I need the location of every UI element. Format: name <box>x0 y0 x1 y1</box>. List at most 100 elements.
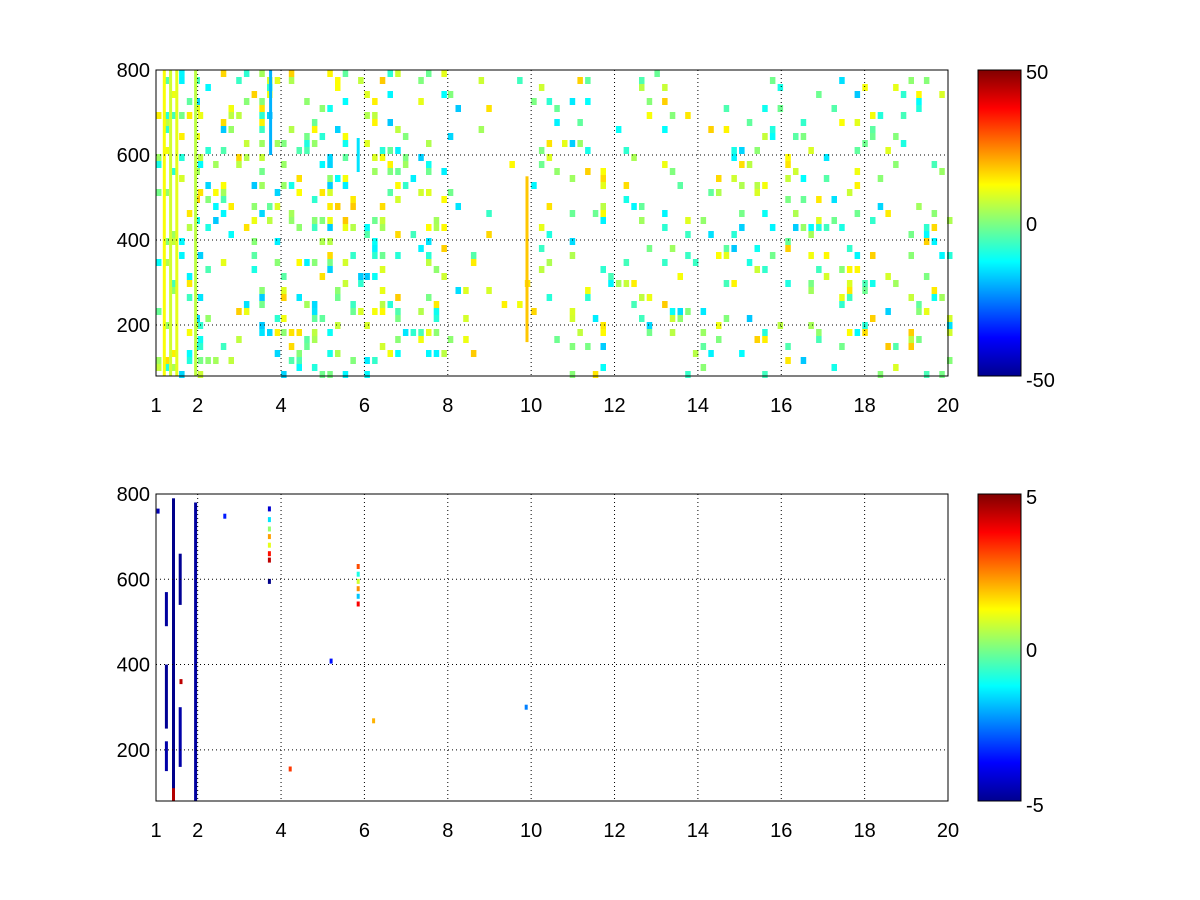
heatmap-cell <box>777 84 784 91</box>
heatmap-cell <box>723 252 730 259</box>
heatmap-cell <box>342 280 349 287</box>
heatmap-cell <box>723 280 730 287</box>
heatmap-cell <box>746 315 753 322</box>
heatmap-cell <box>179 154 185 161</box>
heatmap-cell <box>870 315 876 322</box>
heatmap-cell <box>426 70 432 77</box>
heatmap-cell <box>538 245 545 252</box>
heatmap-cell <box>600 175 606 182</box>
heatmap-cell <box>304 301 310 308</box>
heatmap-mark <box>356 571 360 577</box>
heatmap-cell <box>319 161 326 168</box>
heatmap-cell <box>731 147 737 154</box>
heatmap-cell <box>754 189 760 196</box>
heatmap-cell <box>846 329 853 336</box>
heatmap-cell <box>274 259 281 266</box>
heatmap-cell <box>335 203 341 210</box>
heatmap-cell <box>179 133 185 140</box>
heatmap-cell <box>808 322 814 329</box>
heatmap-cell <box>402 329 409 336</box>
heatmap-cell <box>623 280 630 287</box>
heatmap-cell <box>662 259 668 266</box>
x-tick-label: 2 <box>192 820 203 842</box>
heatmap-cell <box>319 315 326 322</box>
heatmap-cell <box>274 350 281 357</box>
heatmap-cell <box>470 350 477 357</box>
heatmap-cell <box>754 147 760 154</box>
heatmap-cell <box>908 329 914 336</box>
heatmap-cell <box>156 189 162 196</box>
heatmap-cell <box>615 126 622 133</box>
heatmap-cell <box>433 329 440 336</box>
heatmap-cell <box>296 259 302 266</box>
heatmap-cell <box>793 133 799 140</box>
heatmap-cell <box>243 70 250 77</box>
heatmap-cell <box>893 133 899 140</box>
heatmap-top-cells <box>156 70 953 378</box>
heatmap-cell <box>296 147 302 154</box>
x-tick-label: 8 <box>442 395 453 417</box>
heatmap-cell <box>546 231 553 238</box>
heatmap-cell <box>350 203 356 210</box>
heatmap-cell <box>259 329 265 336</box>
heatmap-cell <box>395 294 401 301</box>
heatmap-top-y-tick-labels: 200 400 600 800 <box>117 60 150 337</box>
heatmap-cell <box>623 196 630 203</box>
heatmap-cell <box>194 196 200 203</box>
heatmap-cell <box>319 217 326 224</box>
heatmap-bottom-y-tick-labels: 200 400 600 800 <box>117 484 150 762</box>
heatmap-cell <box>569 140 576 147</box>
heatmap-cell <box>947 357 953 364</box>
heatmap-mark <box>267 526 271 532</box>
heatmap-cell <box>171 287 177 294</box>
heatmap-cell <box>364 273 370 280</box>
heatmap-cell <box>517 301 523 308</box>
heatmap-cell <box>220 119 227 126</box>
heatmap-cell <box>455 287 461 294</box>
heatmap-cell <box>179 70 185 77</box>
heatmap-cell <box>816 196 822 203</box>
heatmap-cell <box>486 287 492 294</box>
heatmap-cell <box>746 119 753 126</box>
heatmap-cell <box>538 161 545 168</box>
heatmap-cell <box>662 210 668 217</box>
heatmap-cell <box>205 357 211 364</box>
heatmap-cell <box>592 210 599 217</box>
heatmap-cell <box>739 210 745 217</box>
heatmap-cell <box>395 252 401 259</box>
heatmap-cell <box>194 168 200 175</box>
heatmap-cell <box>517 77 523 84</box>
heatmap-cell <box>908 336 914 343</box>
heatmap-cell <box>274 329 281 336</box>
x-tick-label: 10 <box>520 395 542 417</box>
heatmap-cell <box>395 336 401 343</box>
heatmap-mark <box>267 578 271 584</box>
heatmap-cell <box>311 364 318 371</box>
heatmap-mark <box>156 508 160 514</box>
heatmap-cell <box>395 315 401 322</box>
heatmap-cell <box>546 98 553 105</box>
heatmap-cell <box>327 161 333 168</box>
heatmap-cell <box>708 350 714 357</box>
heatmap-cell <box>197 161 204 168</box>
heatmap-cell <box>685 252 691 259</box>
heatmap-cell <box>762 210 768 217</box>
heatmap-cell <box>785 154 791 161</box>
heatmap-cell <box>854 182 861 189</box>
heatmap-cell <box>669 168 676 175</box>
heatmap-cell <box>350 301 356 308</box>
heatmap-cell <box>754 266 760 273</box>
heatmap-cell <box>433 308 440 315</box>
heatmap-cell <box>478 126 485 133</box>
heatmap-cell <box>379 287 386 294</box>
heatmap-cell <box>350 357 356 364</box>
heatmap-cell <box>646 329 653 336</box>
heatmap-cell <box>243 224 250 231</box>
heatmap-cell <box>372 154 378 161</box>
heatmap-cell <box>739 147 745 154</box>
heatmap-cell <box>762 105 768 112</box>
x-tick-label: 14 <box>687 395 709 417</box>
heatmap-cell <box>739 182 745 189</box>
heatmap-cell <box>372 217 378 224</box>
